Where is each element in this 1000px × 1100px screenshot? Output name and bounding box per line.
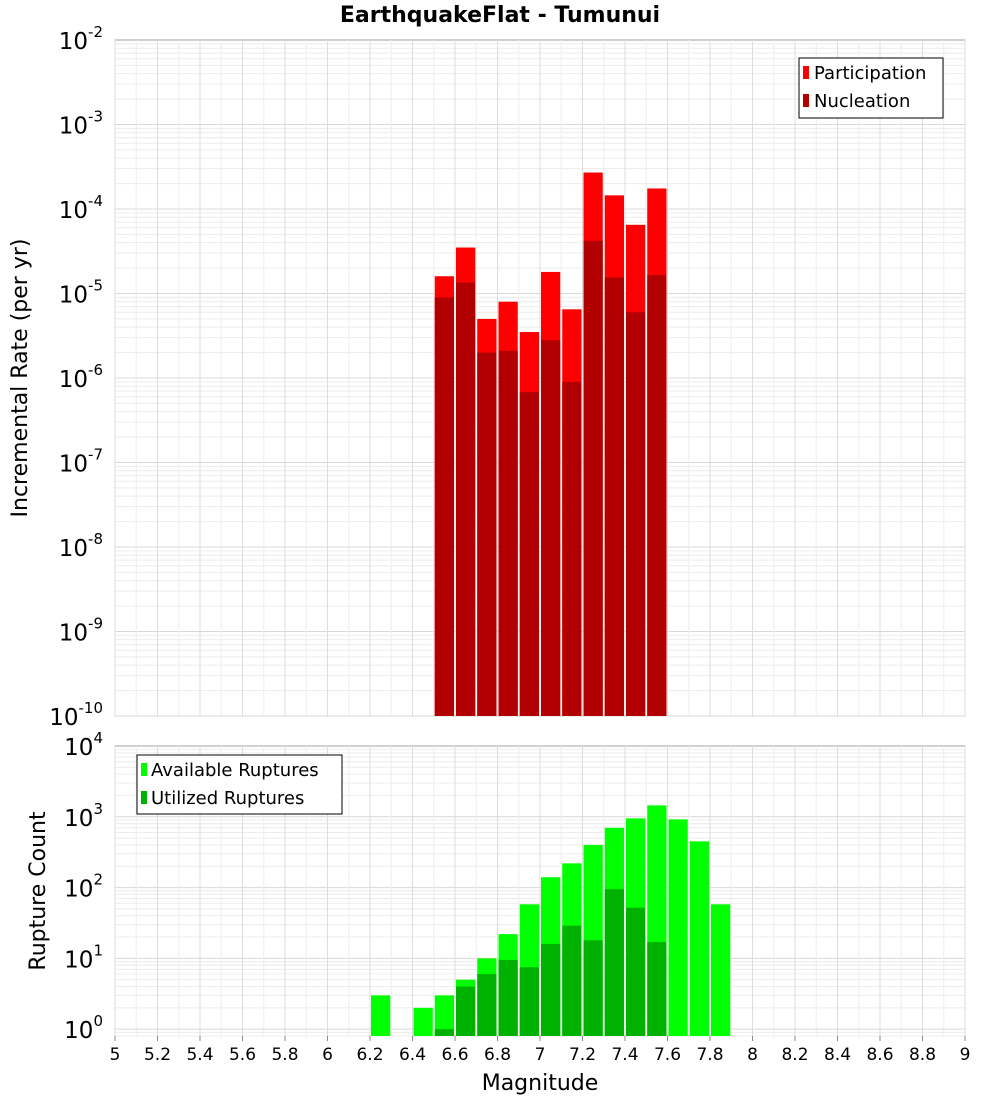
x-tick-label: 7.4 [611, 1045, 638, 1065]
x-tick-label: 5 [110, 1045, 121, 1065]
participation-legend-label: Participation [814, 63, 926, 84]
x-tick-label: 6.6 [441, 1045, 468, 1065]
count-y-tick-label: 103 [64, 800, 103, 832]
count-y-tick-label: 100 [64, 1012, 103, 1044]
rate-bar-front [604, 277, 624, 716]
rate-y-tick-label: 10-8 [59, 530, 103, 562]
rate-y-tick-label: 10-4 [59, 192, 103, 224]
count-bar-back [668, 819, 688, 1036]
count-legend: Available Ruptures Utilized Ruptures [136, 754, 343, 815]
count-bar-front [519, 967, 539, 1036]
utilized-legend-swatch [141, 791, 147, 804]
x-tick-label: 6.2 [356, 1045, 383, 1065]
chart-title: EarthquakeFlat - Tumunui [340, 3, 660, 28]
rate-bar-front [434, 297, 454, 716]
x-tick-label: 8.4 [824, 1045, 851, 1065]
count-bar-back [711, 904, 731, 1036]
count-bar-back [434, 995, 454, 1036]
x-tick-label: 7.2 [569, 1045, 596, 1065]
nucleation-legend-swatch [803, 94, 809, 107]
count-bar-back [689, 841, 709, 1036]
count-y-tick-label: 104 [64, 729, 103, 761]
available-legend-swatch [141, 763, 147, 776]
x-tick-label: 8.8 [909, 1045, 936, 1065]
count-bar-front [498, 959, 518, 1036]
x-tick-label: 5.2 [144, 1045, 171, 1065]
rate-bar-front [477, 352, 497, 716]
count-bar-front [647, 942, 667, 1036]
rate-legend-box [798, 57, 944, 119]
count-y-ticks: 104 103 102 101 100 [64, 729, 103, 1044]
x-tick-label: 8 [747, 1045, 758, 1065]
rate-y-tick-label: 10-9 [59, 615, 103, 647]
x-tick-label: 9 [960, 1045, 971, 1065]
x-tick-label: 5.4 [186, 1045, 213, 1065]
utilized-legend-label: Utilized Ruptures [151, 788, 304, 809]
rate-bar-front [647, 275, 667, 716]
x-tick-label: 6.4 [399, 1045, 426, 1065]
rate-panel: EarthquakeFlat - Tumunui 10-210-310-410-… [8, 3, 966, 731]
x-tick-label: 7.6 [654, 1045, 681, 1065]
rate-grid [114, 40, 966, 717]
rate-y-tick-label: 10-3 [59, 108, 103, 140]
available-legend-label: Available Ruptures [151, 760, 319, 781]
rate-legend: Participation Nucleation [798, 57, 944, 119]
count-bar-front [477, 974, 497, 1036]
x-tick-label: 7 [535, 1045, 546, 1065]
count-x-ticks: 5 5.2 5.4 5.6 5.8 6 6.2 6.4 6.6 6.8 7 7.2 7.4 7.6 7.8 8… [110, 1036, 971, 1065]
count-bar-back [371, 995, 391, 1036]
rate-bars [434, 172, 667, 717]
rate-y-tick-label: 10-5 [59, 277, 103, 309]
x-axis-label: Magnitude [482, 1071, 599, 1096]
count-legend-box [136, 754, 343, 815]
count-bars [371, 805, 731, 1036]
rate-bar-front [519, 392, 539, 716]
rate-bar-front [626, 312, 646, 716]
count-bar-front [541, 943, 561, 1036]
count-bar-front [604, 889, 624, 1036]
count-y-axis-label: Rupture Count [26, 811, 51, 971]
rate-y-tick-label: 10-6 [59, 361, 103, 393]
x-tick-label: 7.8 [696, 1045, 723, 1065]
rate-bar-front [456, 282, 476, 716]
participation-legend-swatch [803, 66, 809, 79]
count-bar-front [434, 1029, 454, 1036]
rate-bar-front [583, 240, 603, 716]
count-panel: 104 103 102 101 100 5 5.2 5.4 5.6 5.8 6 6.2 6.4 6.6 6… [26, 729, 970, 1096]
x-tick-label: 6 [322, 1045, 333, 1065]
x-tick-label: 6.8 [484, 1045, 511, 1065]
rate-bar-front [562, 381, 582, 716]
count-bar-front [456, 986, 476, 1036]
count-bar-back [413, 1007, 433, 1036]
rate-y-tick-label: 10-2 [59, 23, 103, 55]
count-y-tick-label: 102 [64, 871, 103, 903]
x-tick-label: 8.6 [866, 1045, 893, 1065]
x-tick-label: 5.8 [271, 1045, 298, 1065]
count-bar-front [583, 940, 603, 1036]
rate-y-ticks: 10-2 10-3 10-4 10-5 10-6 10-7 10-8 10-9 10-10 [49, 23, 103, 731]
count-bar-front [562, 925, 582, 1036]
count-bar-front [626, 907, 646, 1036]
x-tick-label: 8.2 [781, 1045, 808, 1065]
rate-bar-front [498, 350, 518, 716]
x-tick-label: 5.6 [229, 1045, 256, 1065]
rate-y-axis-label: Incremental Rate (per yr) [8, 239, 33, 518]
rate-y-tick-label: 10-10 [49, 699, 103, 731]
rate-y-tick-label: 10-7 [59, 446, 103, 478]
count-y-tick-label: 101 [64, 941, 103, 973]
rate-bar-front [541, 340, 561, 716]
nucleation-legend-label: Nucleation [814, 91, 910, 112]
